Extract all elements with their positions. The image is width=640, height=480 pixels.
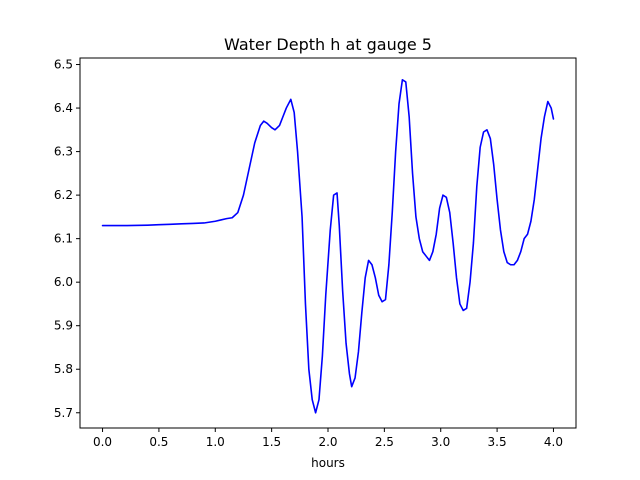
y-tick-label: 6.2	[54, 188, 73, 202]
chart-title: Water Depth h at gauge 5	[224, 35, 432, 54]
x-tick-label: 3.0	[431, 435, 450, 449]
y-tick-label: 5.9	[54, 319, 73, 333]
y-tick-label: 6.5	[54, 58, 73, 72]
x-tick-label: 0.5	[149, 435, 168, 449]
y-tick-label: 6.1	[54, 232, 73, 246]
x-tick-label: 1.5	[262, 435, 281, 449]
x-tick-label: 3.5	[488, 435, 507, 449]
x-tick-label: 0.0	[93, 435, 112, 449]
x-tick-label: 1.0	[206, 435, 225, 449]
y-tick-label: 5.8	[54, 362, 73, 376]
y-tick-label: 6.0	[54, 275, 73, 289]
y-tick-label: 5.7	[54, 406, 73, 420]
x-tick-label: 2.5	[375, 435, 394, 449]
y-tick-label: 6.3	[54, 145, 73, 159]
x-tick-label: 4.0	[544, 435, 563, 449]
y-axis: 5.7 5.8 5.9 6.0 6.1 6.2 6.3 6.4 6.5	[54, 58, 80, 420]
x-tick-label: 2.0	[318, 435, 337, 449]
y-tick-label: 6.4	[54, 101, 73, 115]
x-axis-label: hours	[311, 456, 345, 470]
x-axis: 0.0 0.5 1.0 1.5 2.0 2.5 3.0 3.5 4.0	[93, 428, 563, 449]
series-line-0	[101, 78, 555, 414]
